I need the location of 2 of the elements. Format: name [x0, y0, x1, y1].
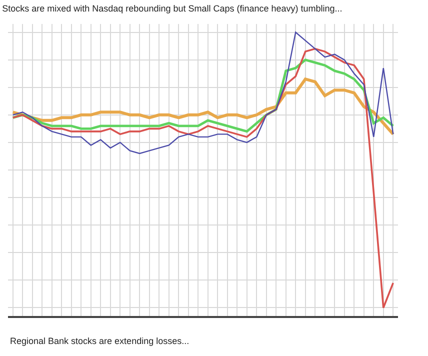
chart-title: Stocks are mixed with Nasdaq rebounding but Small Caps (finance heavy) tumbling... — [2, 4, 342, 14]
text: Regional Bank stocks are extending losses... — [10, 336, 190, 346]
